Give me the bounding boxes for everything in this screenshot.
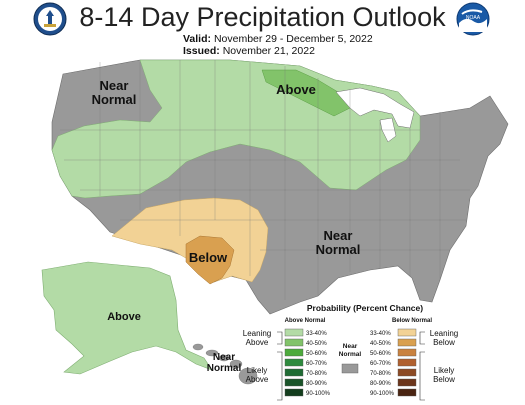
legend-near-header-line2: Normal <box>339 351 362 358</box>
legend-below-bin-label-1: 40-50% <box>370 341 391 347</box>
legend-above-bin-label-6: 90-100% <box>306 391 331 397</box>
legend-title: Probability (Percent Chance) <box>307 303 423 313</box>
legend-above-likely-bracket <box>277 351 283 401</box>
legend-above-bin-swatch-2 <box>284 348 304 357</box>
issued-label: Issued: <box>183 45 220 57</box>
legend-near-header-line1: Near <box>343 343 358 350</box>
legend-above-bin-swatch-3 <box>284 358 304 367</box>
hawaii-near-normal-islands <box>192 343 258 385</box>
legend-below-bin-label-5: 80-90% <box>370 381 391 387</box>
legend-above-bin-swatch-1 <box>284 338 304 347</box>
above-normal-40-50-region <box>261 69 351 117</box>
valid-label: Valid: <box>183 33 212 45</box>
label-near-normal-south-line1: Near <box>324 228 353 243</box>
legend-likely-above-line1: Likely <box>247 366 267 375</box>
legend-above-leaning-bracket <box>277 331 283 345</box>
below-normal-40-50-region <box>185 235 235 285</box>
noaa-logo-text: NOAA <box>466 15 481 21</box>
legend-below-leaning-bracket <box>419 331 425 345</box>
legend-above-bin-swatch-5 <box>284 378 304 387</box>
legend-below-bin-label-2: 50-60% <box>370 351 391 357</box>
legend-below-bin-label-4: 70-80% <box>370 371 391 377</box>
legend-leaning-below-line1: Leaning <box>430 329 458 338</box>
noaa-logo-icon: NOAA <box>456 2 490 36</box>
issued-line: Issued: November 21, 2022 <box>183 45 315 57</box>
legend-above-bin-swatch-0 <box>284 328 304 337</box>
label-near-normal-south-line2: Normal <box>316 242 361 257</box>
legend-near-normal-swatch <box>341 363 359 374</box>
label-above-alaska: Above <box>107 311 141 323</box>
legend-below-bin-swatch-5 <box>397 378 417 387</box>
label-below-southwest: Below <box>189 250 228 265</box>
legend-above-bin-label-5: 80-90% <box>306 381 327 387</box>
great-lakes-water <box>335 87 415 143</box>
legend-below-bin-swatch-1 <box>397 338 417 347</box>
legend-above-bin-swatch-6 <box>284 388 304 397</box>
legend-above-bin-label-4: 70-80% <box>306 371 327 377</box>
legend-below-bin-swatch-2 <box>397 348 417 357</box>
page-title: 8-14 Day Precipitation Outlook <box>79 2 446 32</box>
legend-below-bin-label-3: 60-70% <box>370 361 391 367</box>
state-boundaries <box>60 60 470 300</box>
label-near-normal-hawaii-line2: Normal <box>207 363 242 374</box>
legend-above-bin-label-2: 50-60% <box>306 351 327 357</box>
legend-above-header: Above Normal <box>285 318 326 324</box>
legend-below-bin-swatch-4 <box>397 368 417 377</box>
label-near-normal-west-line2: Normal <box>92 92 137 107</box>
legend-above-bin-swatch-4 <box>284 368 304 377</box>
legend-likely-below-line2: Below <box>433 375 455 384</box>
legend-below-bin-swatch-3 <box>397 358 417 367</box>
legend-below-bins: 33-40% 40-50% 50-60% 60-70% 70-80% 80-90% 90-1… <box>370 328 417 397</box>
valid-dates: November 29 - December 5, 2022 <box>213 33 373 45</box>
label-above-north: Above <box>276 82 316 97</box>
legend-below-likely-bracket <box>419 351 425 401</box>
label-near-normal-west-line1: Near <box>100 78 129 93</box>
legend-likely-below-line1: Likely <box>434 366 454 375</box>
legend-below-bin-label-6: 90-100% <box>370 391 395 397</box>
department-of-commerce-seal-icon <box>33 2 67 36</box>
legend-likely-above-line2: Above <box>246 375 269 384</box>
legend-below-header: Below Normal <box>392 318 432 324</box>
legend: Probability (Percent Chance) Above Norma… <box>243 303 458 401</box>
legend-leaning-below-line2: Below <box>433 338 455 347</box>
legend-below-bin-swatch-0 <box>397 328 417 337</box>
legend-above-bin-label-3: 60-70% <box>306 361 327 367</box>
legend-above-bins: 33-40% 40-50% 50-60% 60-70% 70-80% 80-90% 90-1… <box>284 328 331 397</box>
legend-leaning-above-line2: Above <box>246 338 269 347</box>
label-near-normal-hawaii-line1: Near <box>213 352 235 363</box>
legend-below-bin-swatch-6 <box>397 388 417 397</box>
legend-leaning-above-line1: Leaning <box>243 329 271 338</box>
valid-line: Valid: November 29 - December 5, 2022 <box>183 33 373 45</box>
legend-below-bin-label-0: 33-40% <box>370 331 391 337</box>
legend-above-bin-label-1: 40-50% <box>306 341 327 347</box>
issued-date: November 21, 2022 <box>222 45 315 57</box>
legend-above-bin-label-0: 33-40% <box>306 331 327 337</box>
alaska-above-normal-region <box>41 261 213 375</box>
